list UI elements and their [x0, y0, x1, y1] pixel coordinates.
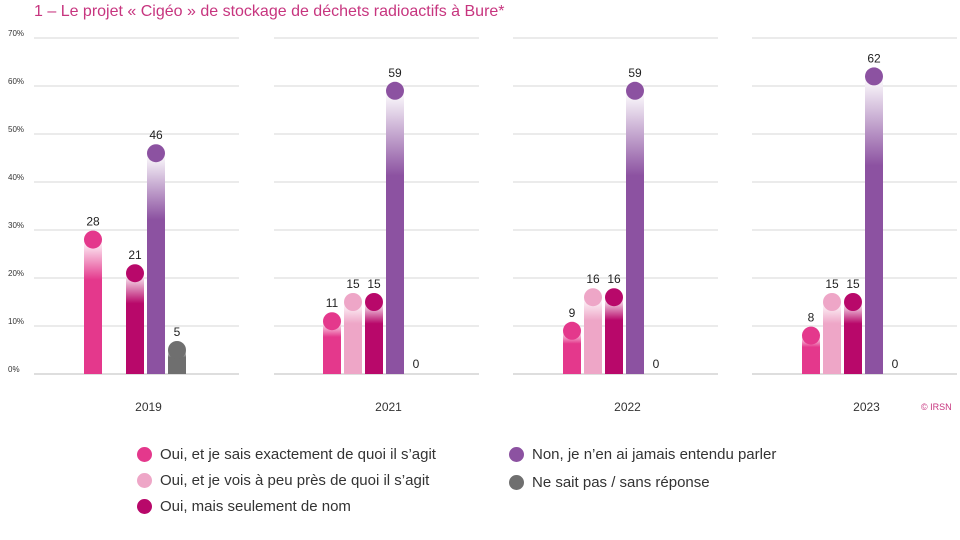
bar: [563, 330, 581, 374]
bar-cap: [365, 293, 383, 311]
value-label: 0: [413, 357, 420, 371]
bar: [802, 335, 820, 374]
bar-cap: [147, 144, 165, 163]
x-tick-label: 2019: [135, 400, 162, 414]
value-label: 8: [808, 311, 815, 325]
value-label: 16: [607, 272, 621, 286]
bar: [844, 302, 862, 374]
y-tick-label: 10%: [8, 317, 24, 326]
bar-cap: [605, 288, 623, 307]
value-label: 15: [346, 277, 360, 291]
bar: [823, 302, 841, 374]
legend-dot-icon: [509, 475, 524, 490]
y-tick-label: 40%: [8, 173, 24, 182]
bar-cap: [626, 81, 644, 100]
bar-chart: 0% 10% 20% 30% 40% 50% 60% 70% 28 21 46 5 11 15 15 59 0…: [8, 29, 957, 414]
bar-cap: [844, 293, 862, 311]
gridlines: [34, 37, 957, 375]
value-label: 62: [867, 51, 881, 65]
bar: [323, 321, 341, 374]
value-label: 16: [586, 272, 600, 286]
credit-text: © IRSN: [921, 402, 952, 412]
value-label: 15: [825, 277, 839, 291]
legend-label: Oui, et je vois à peu près de quoi il s’…: [160, 472, 430, 489]
value-label: 9: [569, 306, 576, 320]
bar: [84, 239, 102, 374]
y-axis-ticks: 0% 10% 20% 30% 40% 50% 60% 70%: [8, 29, 24, 374]
value-label: 59: [628, 66, 642, 80]
legend-item-jamais-entendu: Non, je n’en ai jamais entendu parler: [509, 446, 776, 463]
bar: [147, 153, 165, 374]
x-axis-labels: 2019 2021 2022 2023: [135, 400, 880, 414]
legend-dot-icon: [137, 473, 152, 488]
value-label: 0: [892, 357, 899, 371]
legend-item-sans-reponse: Ne sait pas / sans réponse: [509, 474, 710, 491]
y-tick-label: 50%: [8, 125, 24, 134]
bar: [344, 302, 362, 374]
legend-dot-icon: [137, 447, 152, 462]
bar-cap: [344, 293, 362, 311]
legend-label: Ne sait pas / sans réponse: [532, 474, 710, 491]
bars: [84, 67, 883, 375]
x-tick-label: 2021: [375, 400, 402, 414]
bar: [626, 90, 644, 375]
value-label: 21: [128, 248, 142, 262]
legend-dot-icon: [137, 499, 152, 514]
value-label: 15: [367, 277, 381, 291]
bar: [584, 297, 602, 374]
y-tick-label: 0%: [8, 365, 20, 374]
y-tick-label: 60%: [8, 77, 24, 86]
bar: [365, 302, 383, 374]
x-tick-label: 2023: [853, 400, 880, 414]
legend-dot-icon: [509, 447, 524, 462]
legend-label: Non, je n’en ai jamais entendu parler: [532, 446, 777, 463]
legend-label: Oui, mais seulement de nom: [160, 498, 351, 515]
bar-cap: [126, 264, 144, 283]
bar: [126, 273, 144, 374]
value-label: 5: [174, 325, 181, 339]
bar: [605, 297, 623, 374]
bar: [865, 76, 883, 375]
x-tick-label: 2022: [614, 400, 641, 414]
bar-cap: [84, 230, 102, 249]
legend-item-seulement-de-nom: Oui, mais seulement de nom: [137, 498, 351, 515]
chart-title: 1 – Le projet « Cigéo » de stockage de d…: [34, 3, 505, 20]
value-label: 59: [388, 66, 402, 80]
value-label: 28: [86, 215, 100, 229]
value-label: 0: [653, 357, 660, 371]
bar: [386, 90, 404, 375]
bar-cap: [584, 288, 602, 307]
bar-cap: [323, 312, 341, 331]
y-tick-label: 20%: [8, 269, 24, 278]
bar-cap: [168, 341, 186, 359]
y-tick-label: 30%: [8, 221, 24, 230]
bar-cap: [865, 67, 883, 86]
value-label: 15: [846, 277, 860, 291]
value-label: 46: [149, 128, 163, 142]
bar-cap: [386, 81, 404, 100]
bar-cap: [563, 321, 581, 340]
bar-cap: [823, 293, 841, 311]
bar-cap: [802, 326, 820, 345]
value-label: 11: [326, 296, 339, 310]
legend-item-voit-a-peu-pres: Oui, et je vois à peu près de quoi il s’…: [137, 472, 429, 489]
legend-item-sait-exactement: Oui, et je sais exactement de quoi il s’…: [137, 446, 436, 463]
value-labels: 28 21 46 5 11 15 15 59 0 9 16 16 59 0 8 15 15 62 0: [86, 51, 898, 371]
y-tick-label: 70%: [8, 29, 24, 38]
legend-label: Oui, et je sais exactement de quoi il s’…: [160, 446, 436, 463]
